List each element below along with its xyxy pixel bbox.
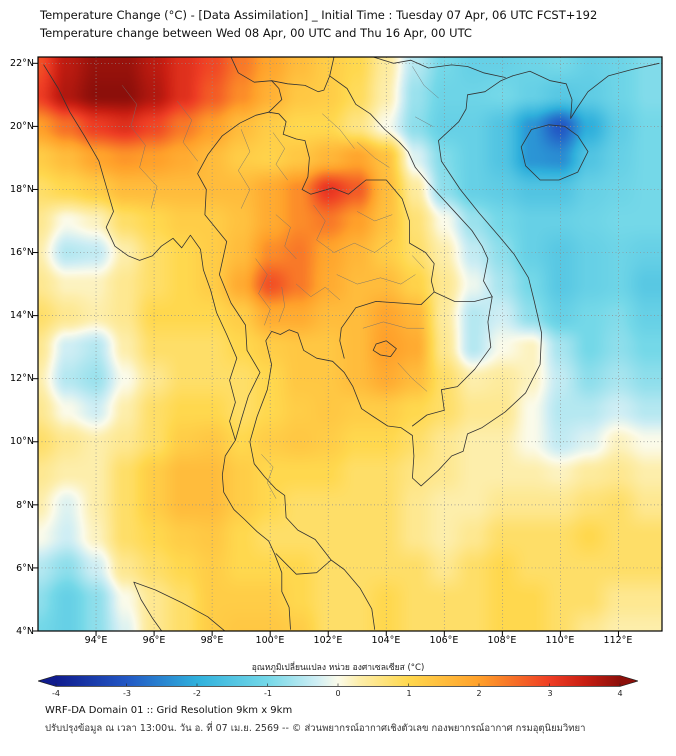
lat-tick-label: 12°N — [10, 373, 34, 384]
lat-tick-label: 20°N — [10, 121, 34, 132]
lon-tick-label: 98°E — [200, 635, 224, 646]
colorbar-tick-label: -1 — [264, 689, 272, 698]
lat-tick-label: 18°N — [10, 184, 34, 195]
colorbar-tick-label: 3 — [547, 689, 553, 698]
lat-tick-label: 22°N — [10, 58, 34, 69]
figure-title-line1: Temperature Change (°C) - [Data Assimila… — [40, 8, 598, 22]
lon-tick-label: 94°E — [84, 635, 108, 646]
lon-tick-label: 106°E — [429, 635, 459, 646]
lon-tick-label: 104°E — [371, 635, 401, 646]
lon-tick-label: 108°E — [487, 635, 517, 646]
colorbar-tick-label: 0 — [335, 689, 341, 698]
colorbar-tick-label: -2 — [193, 689, 201, 698]
colorbar-title: อุณหภูมิเปลี่ยนแปลง หน่วย องศาเซลเซียส (… — [251, 663, 425, 673]
colorbar-tick-label: -3 — [123, 689, 131, 698]
lat-tick-label: 16°N — [10, 247, 34, 258]
lat-tick-label: 8°N — [16, 500, 34, 511]
lat-tick-label: 10°N — [10, 436, 34, 447]
colorbar-tick-label: -4 — [52, 689, 60, 698]
colorbar-gradient — [38, 675, 638, 687]
lon-tick-label: 96°E — [142, 635, 166, 646]
lon-tick-label: 110°E — [545, 635, 575, 646]
lat-tick-label: 14°N — [10, 310, 34, 321]
model-info-text: WRF-DA Domain 01 :: Grid Resolution 9km … — [45, 705, 293, 716]
lon-tick-label: 102°E — [313, 635, 343, 646]
lat-tick-label: 4°N — [16, 626, 34, 637]
lon-tick-label: 112°E — [603, 635, 633, 646]
issued-info-text: ปรับปรุงข้อมูล ณ เวลา 13:00น. วัน อ. ที่… — [45, 723, 586, 734]
colorbar-tick-label: 4 — [617, 689, 623, 698]
temperature-field-canvas — [38, 57, 662, 631]
figure-title-line2: Temperature change between Wed 08 Apr, 0… — [40, 26, 472, 40]
lon-tick-label: 100°E — [255, 635, 285, 646]
lat-tick-label: 6°N — [16, 563, 34, 574]
colorbar-tick-label: 2 — [476, 689, 482, 698]
colorbar-tick-label: 1 — [406, 689, 412, 698]
